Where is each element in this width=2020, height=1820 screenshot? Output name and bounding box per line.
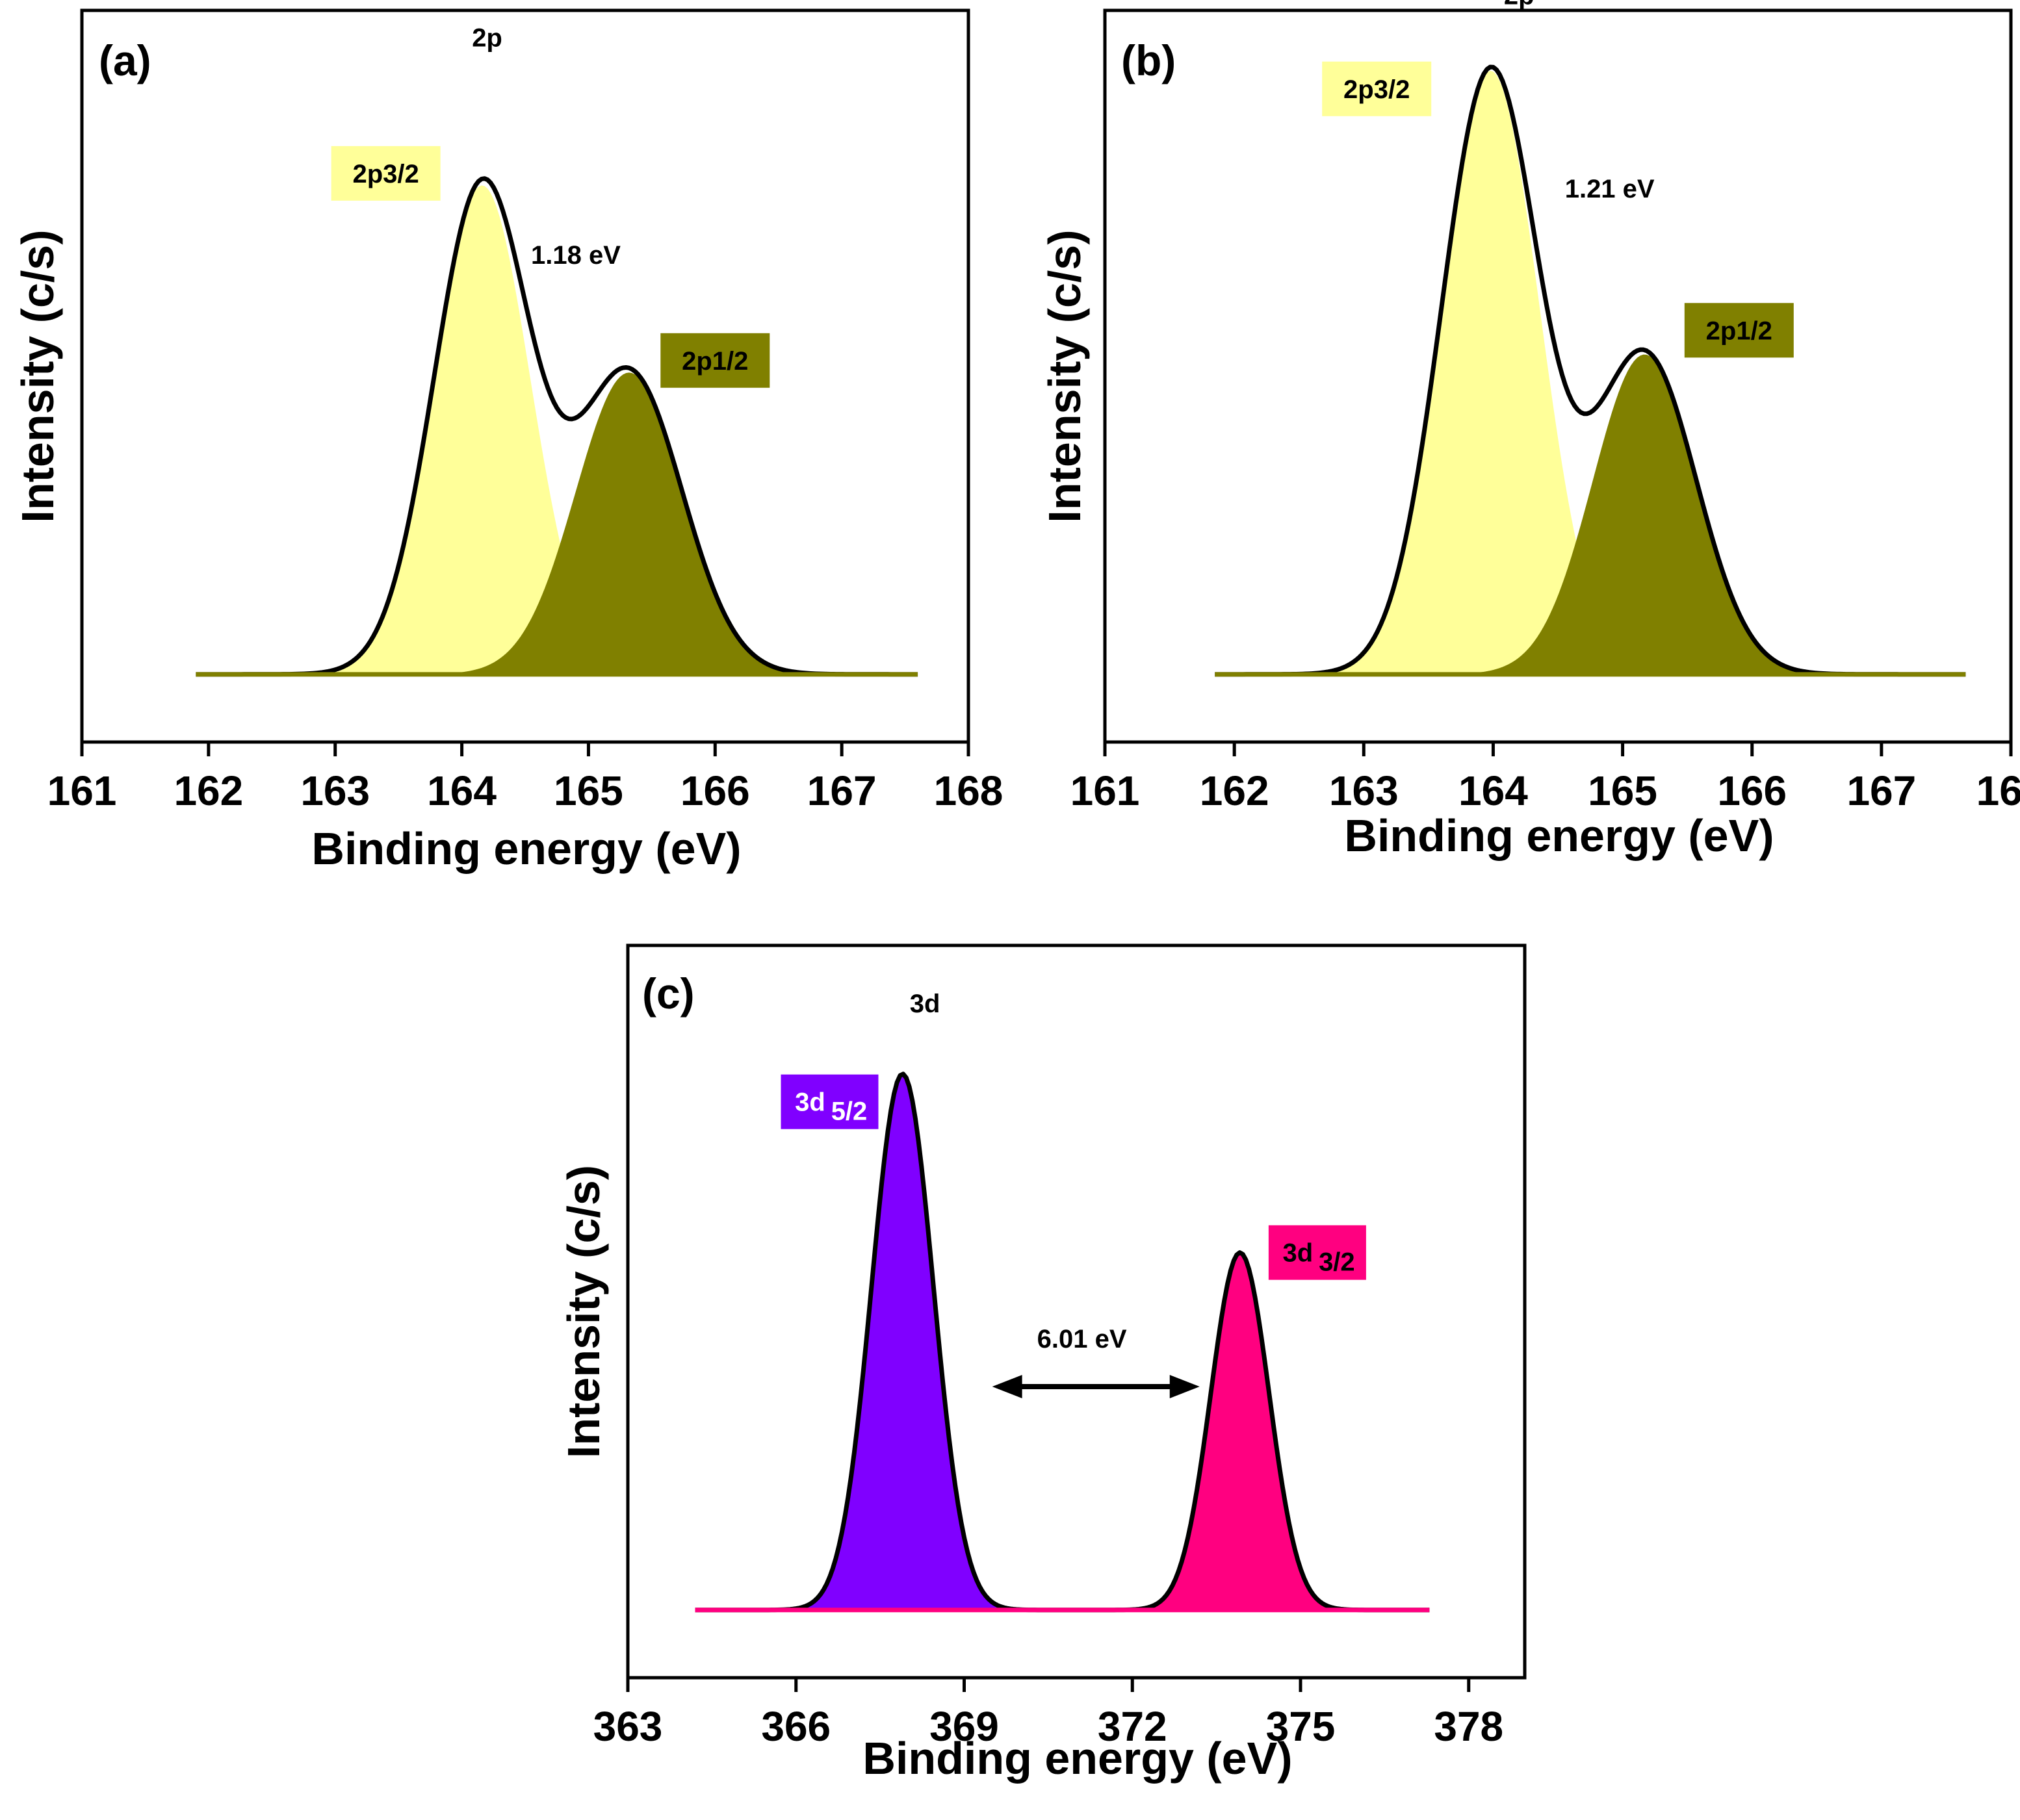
x-tick-label: 168: [1976, 767, 2020, 814]
plot-frame: [80, 8, 970, 744]
x-tick-label: 366: [761, 1703, 831, 1750]
x-tick-label: 168: [934, 767, 1004, 814]
badge-label: 3d: [1283, 1239, 1314, 1268]
x-tick-label: 164: [1458, 767, 1528, 814]
annotation-label: 2p: [472, 24, 502, 53]
x-tick-label: 378: [1434, 1703, 1503, 1750]
badge-subscript: 5/2: [831, 1097, 868, 1126]
badge-label: 2p1/2: [1706, 316, 1772, 345]
badge-label: 2p3/2: [1343, 75, 1410, 104]
peak-fill-2p1-2: [196, 372, 918, 674]
panel-label: (a): [99, 36, 151, 84]
y-axis-title: Intensity (c/s): [12, 229, 63, 522]
annotation-label: 2p: [1504, 0, 1534, 10]
label-badge-3d3-2: [1268, 1225, 1366, 1280]
label-badge-2p3-2: [331, 146, 441, 201]
x-tick-label: 162: [1200, 767, 1269, 814]
badge-label: 2p3/2: [353, 160, 419, 188]
x-axis-title: Binding energy (eV): [311, 823, 741, 874]
peak-fill-3d5-2: [695, 1073, 1430, 1610]
peak-fill-2p1-2: [1215, 354, 1966, 674]
x-tick-label: 161: [47, 767, 117, 814]
arrow-head-left: [992, 1374, 1022, 1398]
x-tick-label: 363: [593, 1703, 663, 1750]
chart-panel-c: 363 366 369 372 375 378 Binding energy (eV) Int…: [558, 943, 1527, 1784]
x-tick-label: 167: [807, 767, 877, 814]
plot-frame: [626, 943, 1527, 1680]
y-axis-title: Intensity (c/s): [1039, 229, 1090, 522]
x-tick-label: 369: [929, 1703, 999, 1750]
badge-label: 2p1/2: [682, 347, 748, 376]
x-tick-label: 167: [1846, 767, 1916, 814]
label-badge-2p1-2: [660, 333, 770, 388]
annotation-label: 1.21 eV: [1565, 175, 1655, 203]
annotation-label: 3d: [910, 990, 940, 1018]
x-tick-label: 375: [1266, 1703, 1336, 1750]
x-axis-title: Binding energy (eV): [1344, 810, 1774, 861]
annotation-label: 1.18 eV: [531, 241, 621, 270]
y-axis-title: Intensity (c/s): [558, 1165, 609, 1458]
x-tick-label: 372: [1098, 1703, 1167, 1750]
x-tick-label: 162: [174, 767, 243, 814]
plot-frame: [1103, 8, 2013, 744]
x-axis-title: Binding energy (eV): [862, 1733, 1292, 1784]
x-tick-label: 166: [1717, 767, 1787, 814]
chart-panel-b: 161 162 163 164 165 166 167 168 Binding energy (…: [1039, 0, 2020, 861]
label-badge-2p3-2: [1322, 61, 1432, 116]
x-tick-label: 164: [427, 767, 497, 814]
x-tick-label: 165: [554, 767, 623, 814]
double-arrow: [992, 1374, 1200, 1398]
x-tick-label: 165: [1588, 767, 1657, 814]
arrow-head-right: [1169, 1374, 1200, 1398]
label-badge-2p1-2: [1684, 303, 1794, 358]
badge-label: 3d: [795, 1088, 825, 1117]
x-tick-label: 163: [300, 767, 370, 814]
annotation-label: 6.01 eV: [1037, 1325, 1127, 1353]
x-tick-label: 163: [1329, 767, 1399, 814]
badge-subscript: 3/2: [1319, 1248, 1355, 1277]
panel-label: (c): [642, 969, 695, 1018]
panel-label: (b): [1121, 36, 1176, 84]
label-badge-3d5-2: [781, 1074, 879, 1129]
x-tick-label: 166: [680, 767, 750, 814]
x-tick-label: 161: [1070, 767, 1140, 814]
peak-fill-3d3-2: [695, 1252, 1430, 1610]
chart-panel-a: 161 162 163 164 165 166 167 168 Binding energy (…: [12, 8, 1004, 874]
